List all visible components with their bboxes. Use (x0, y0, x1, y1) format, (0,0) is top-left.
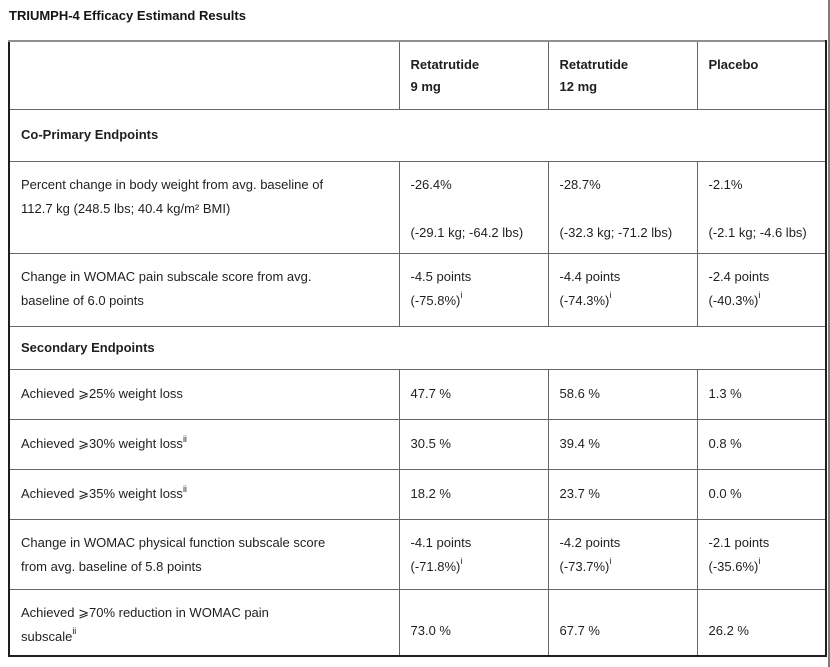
footnote-marker: i (758, 290, 761, 301)
cell-womac-pain-ret9: -4.5 points (-75.8%)i (398, 252, 549, 327)
row-label: Percent change in body weight from avg. … (8, 160, 400, 254)
cell-womac-physical-ret9: -4.1 points (-71.8%)i (398, 518, 549, 590)
section-title: Secondary Endpoints (8, 325, 827, 370)
value-percent: -26.4% (410, 176, 452, 192)
value-percent: (-35.6%)i (708, 556, 761, 574)
table-row-womac-physical: Change in WOMAC physical function subsca… (8, 518, 827, 590)
footnote-marker: ii (182, 433, 187, 444)
page-title: TRIUMPH-4 Efficacy Estimand Results (9, 8, 246, 23)
header-empty-cell (8, 40, 400, 110)
cell-womac70-ret12: 67.7 % (547, 588, 698, 656)
drug-dose: 12 mg (559, 79, 598, 94)
header-row: Retatrutide 9 mg Retatrutide 12 mg Place… (8, 40, 827, 110)
value-percent: -2.1% (708, 176, 743, 192)
value-detail: (-32.3 kg; -71.2 lbs) (559, 224, 673, 240)
label-line-1: Change in WOMAC pain subscale score from… (21, 268, 312, 284)
footnote-marker: i (609, 290, 612, 301)
cell-womac-pain-ret12: -4.4 points (-74.3%)i (547, 252, 698, 327)
cell-wl35-ret12: 23.7 % (547, 468, 698, 520)
row-label: Change in WOMAC pain subscale score from… (8, 252, 400, 327)
cell-womac-pain-placebo: -2.4 points (-40.3%)i (696, 252, 827, 327)
label-line-1: Percent change in body weight from avg. … (21, 176, 324, 192)
section-title: Co-Primary Endpoints (8, 108, 827, 162)
table-row-wl30: Achieved ⩾30% weight lossii 30.5 % 39.4 … (8, 418, 827, 470)
cell-wl25-ret9: 47.7 % (398, 368, 549, 420)
cell-womac-physical-placebo: -2.1 points (-35.6%)i (696, 518, 827, 590)
value-points: -4.2 points (559, 534, 621, 550)
value-points: -4.5 points (410, 268, 472, 284)
value-percent: (-75.8%)i (410, 290, 463, 308)
label-line-1: Achieved ⩾70% reduction in WOMAC pain (21, 604, 269, 620)
header-retatrutide-9mg: Retatrutide 9 mg (398, 40, 549, 110)
footnote-marker: ii (182, 483, 187, 494)
value-percent: (-74.3%)i (559, 290, 612, 308)
drug-name: Placebo (708, 57, 759, 72)
row-label: Change in WOMAC physical function subsca… (8, 518, 400, 590)
cell-wl25-ret12: 58.6 % (547, 368, 698, 420)
footnote-marker: i (758, 556, 761, 567)
value-percent: (-71.8%)i (410, 556, 463, 574)
cell-womac70-placebo: 26.2 % (696, 588, 827, 656)
drug-name: Retatrutide (559, 57, 629, 72)
row-label: Achieved ⩾70% reduction in WOMAC pain su… (8, 588, 400, 656)
value-points: -4.1 points (410, 534, 472, 550)
row-label: Achieved ⩾25% weight loss (8, 368, 400, 420)
section-row-secondary: Secondary Endpoints (8, 325, 827, 370)
label-line-1: Change in WOMAC physical function subsca… (21, 534, 326, 550)
footnote-marker: i (609, 556, 612, 567)
cell-wl30-ret9: 30.5 % (398, 418, 549, 470)
table-row-womac70: Achieved ⩾70% reduction in WOMAC pain su… (8, 588, 827, 656)
header-placebo: Placebo (696, 40, 827, 110)
value-percent: -28.7% (559, 176, 601, 192)
header-retatrutide-12mg: Retatrutide 12 mg (547, 40, 698, 110)
label-line-2: from avg. baseline of 5.8 points (21, 558, 202, 574)
cell-wl35-ret9: 18.2 % (398, 468, 549, 520)
value-points: -4.4 points (559, 268, 621, 284)
label-line-2: 112.7 kg (248.5 lbs; 40.4 kg/m² BMI) (21, 200, 231, 216)
row-label: Achieved ⩾35% weight lossii (8, 468, 400, 520)
cell-body-weight-ret12: -28.7% (-32.3 kg; -71.2 lbs) (547, 160, 698, 254)
value-percent: (-73.7%)i (559, 556, 612, 574)
row-label: Achieved ⩾30% weight lossii (8, 418, 400, 470)
table-row-wl35: Achieved ⩾35% weight lossii 18.2 % 23.7 … (8, 468, 827, 520)
cell-womac70-ret9: 73.0 % (398, 588, 549, 656)
cell-womac-physical-ret12: -4.2 points (-73.7%)i (547, 518, 698, 590)
value-points: -2.1 points (708, 534, 770, 550)
efficacy-results-table: Retatrutide 9 mg Retatrutide 12 mg Place… (8, 40, 827, 657)
footnote-marker: i (460, 556, 463, 567)
table-row-wl25: Achieved ⩾25% weight loss 47.7 % 58.6 % … (8, 368, 827, 420)
cell-body-weight-placebo: -2.1% (-2.1 kg; -4.6 lbs) (696, 160, 827, 254)
cell-wl30-placebo: 0.8 % (696, 418, 827, 470)
section-row-co-primary: Co-Primary Endpoints (8, 108, 827, 162)
cell-wl35-placebo: 0.0 % (696, 468, 827, 520)
value-points: -2.4 points (708, 268, 770, 284)
drug-name: Retatrutide (410, 57, 480, 72)
table-row-womac-pain: Change in WOMAC pain subscale score from… (8, 252, 827, 327)
drug-dose: 9 mg (410, 79, 441, 94)
label-line-2: baseline of 6.0 points (21, 292, 144, 308)
value-detail: (-2.1 kg; -4.6 lbs) (708, 224, 807, 240)
label-line-2: subscaleii (21, 626, 77, 644)
cell-body-weight-ret9: -26.4% (-29.1 kg; -64.2 lbs) (398, 160, 549, 254)
footnote-marker: i (460, 290, 463, 301)
table-row-body-weight: Percent change in body weight from avg. … (8, 160, 827, 254)
cell-wl25-placebo: 1.3 % (696, 368, 827, 420)
footnote-marker: ii (72, 626, 77, 637)
value-percent: (-40.3%)i (708, 290, 761, 308)
value-detail: (-29.1 kg; -64.2 lbs) (410, 224, 524, 240)
cell-wl30-ret12: 39.4 % (547, 418, 698, 470)
